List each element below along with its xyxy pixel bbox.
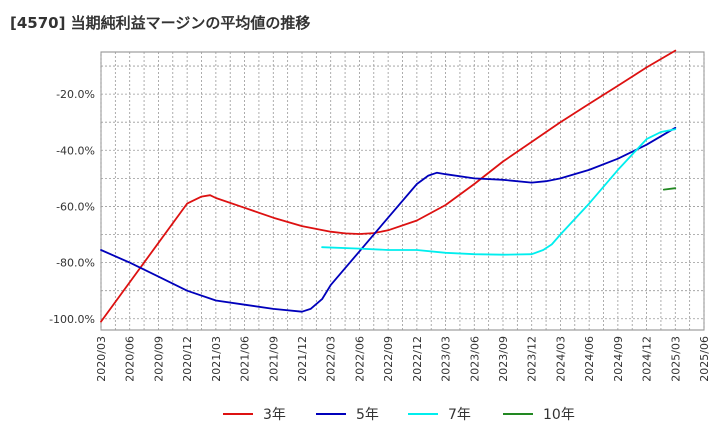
x-tick-label: 2024/12 <box>641 336 654 382</box>
x-tick-label: 2022/03 <box>325 336 338 382</box>
x-tick-label: 2022/09 <box>382 336 395 382</box>
x-axis: 2020/03 2020/06 2020/09 2020/12 2021/03 2021/… <box>95 336 711 382</box>
x-tick-label: 2021/12 <box>296 336 309 382</box>
y-tick-label: -100.0% <box>49 313 95 326</box>
y-axis: -100.0% -80.0% -60.0% -40.0% -20.0% <box>49 88 95 326</box>
x-tick-label: 2023/09 <box>497 336 510 382</box>
legend-label: 7年 <box>448 407 471 423</box>
chart-title: [4570] 当期純利益マージンの平均値の推移 <box>10 14 311 32</box>
x-tick-label: 2020/09 <box>152 336 165 382</box>
legend-label: 3年 <box>263 407 286 423</box>
x-tick-label: 2021/03 <box>210 336 223 382</box>
plot-area <box>100 51 705 331</box>
x-tick-label: 2024/03 <box>554 336 567 382</box>
series-line <box>662 187 677 191</box>
y-tick-label: -80.0% <box>56 257 95 270</box>
legend: 3年 5年 7年 10年 <box>223 407 575 423</box>
x-tick-label: 2025/03 <box>669 336 682 382</box>
x-tick-label: 2022/06 <box>353 336 366 382</box>
x-tick-label: 2020/03 <box>95 336 108 382</box>
x-tick-label: 2024/09 <box>612 336 625 382</box>
legend-label: 5年 <box>356 407 379 423</box>
y-tick-label: -20.0% <box>56 88 95 101</box>
y-tick-label: -60.0% <box>56 200 95 213</box>
x-tick-label: 2023/12 <box>526 336 539 382</box>
grid-lines <box>100 52 705 330</box>
x-tick-label: 2022/12 <box>411 336 424 382</box>
x-tick-label: 2021/06 <box>239 336 252 382</box>
x-tick-label: 2023/03 <box>440 336 453 382</box>
x-tick-label: 2020/06 <box>124 336 137 382</box>
series-line <box>100 49 677 323</box>
series-lines <box>100 49 677 323</box>
x-tick-label: 2023/06 <box>468 336 481 382</box>
series-line <box>321 128 677 256</box>
legend-label: 10年 <box>543 407 575 423</box>
x-tick-label: 2025/06 <box>698 336 711 382</box>
series-line <box>100 126 677 313</box>
x-tick-label: 2024/06 <box>583 336 596 382</box>
x-tick-label: 2021/09 <box>267 336 280 382</box>
y-tick-label: -40.0% <box>56 144 95 157</box>
x-tick-label: 2020/12 <box>181 336 194 382</box>
